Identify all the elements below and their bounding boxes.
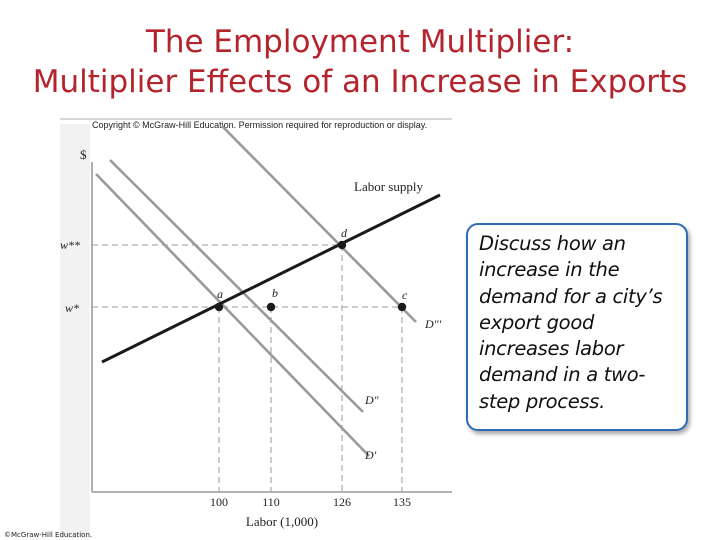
label-d-prime: D′ bbox=[364, 448, 377, 462]
label-d-triple-prime: D″′ bbox=[424, 317, 442, 331]
discussion-callout: Discuss how an increase in the demand fo… bbox=[466, 223, 688, 431]
copyright-notice: Copyright © McGraw-Hill Education. Permi… bbox=[92, 120, 428, 130]
footer-credit: ©McGraw-Hill Education. bbox=[4, 531, 93, 539]
demand-curve-d-prime bbox=[95, 173, 370, 457]
x-axis-label: Labor (1,000) bbox=[246, 514, 318, 529]
point-b-marker bbox=[266, 302, 276, 312]
title-line-1: The Employment Multiplier: bbox=[145, 24, 575, 60]
wage-label-low: w* bbox=[65, 301, 79, 315]
x-tick-135: 135 bbox=[393, 495, 411, 509]
callout-text: Discuss how an increase in the demand fo… bbox=[479, 232, 663, 413]
x-tick-110: 110 bbox=[262, 495, 280, 509]
demand-curve-d-double-prime bbox=[109, 159, 364, 413]
demand-curve-d-triple-prime bbox=[221, 125, 417, 323]
point-d-label: d bbox=[341, 226, 348, 240]
labor-market-diagram: $ w** w* Labor supply D′ D″ D″′ a b c d … bbox=[60, 118, 452, 538]
labor-market-figure: $ w** w* Labor supply D′ D″ D″′ a b c d … bbox=[60, 116, 452, 538]
x-tick-100: 100 bbox=[210, 495, 228, 509]
axis-band bbox=[60, 124, 90, 538]
y-axis-label: $ bbox=[80, 147, 87, 162]
slide-title: The Employment Multiplier: Multiplier Ef… bbox=[0, 22, 720, 102]
point-c-label: c bbox=[402, 288, 408, 302]
point-c-marker bbox=[397, 302, 407, 312]
title-line-2: Multiplier Effects of an Increase in Exp… bbox=[32, 64, 688, 100]
point-b-label: b bbox=[272, 286, 278, 300]
wage-label-high: w** bbox=[60, 238, 80, 252]
point-d-marker bbox=[337, 240, 347, 250]
point-a-marker bbox=[214, 302, 224, 312]
point-a-label: a bbox=[217, 287, 223, 301]
x-tick-126: 126 bbox=[333, 495, 351, 509]
label-labor-supply: Labor supply bbox=[354, 179, 423, 194]
labor-supply-curve bbox=[101, 193, 441, 364]
label-d-double-prime: D″ bbox=[364, 393, 380, 407]
